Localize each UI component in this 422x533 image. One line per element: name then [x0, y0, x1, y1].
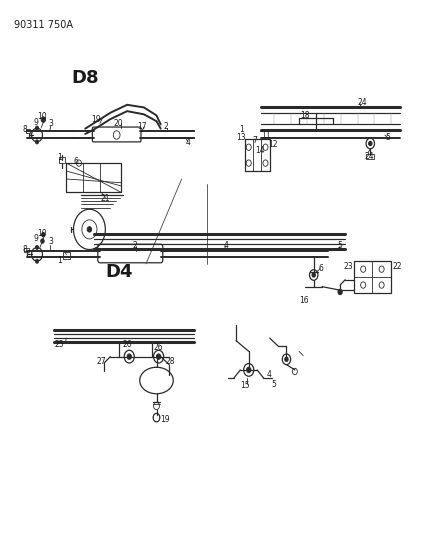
Text: 15: 15 — [240, 381, 249, 390]
Text: 11: 11 — [261, 131, 270, 140]
Text: 2: 2 — [164, 122, 168, 131]
Text: 1: 1 — [239, 125, 243, 134]
Circle shape — [312, 273, 315, 277]
Text: 5: 5 — [338, 241, 343, 250]
Circle shape — [35, 245, 39, 249]
Text: 20: 20 — [113, 119, 123, 128]
Text: 24: 24 — [365, 152, 374, 161]
Circle shape — [41, 239, 44, 243]
Text: 5: 5 — [385, 133, 390, 142]
Text: 10: 10 — [37, 112, 46, 122]
Text: 19: 19 — [91, 115, 100, 124]
Text: 9: 9 — [33, 235, 38, 244]
Bar — [354, 261, 391, 293]
Text: 16: 16 — [299, 296, 309, 305]
Text: 14: 14 — [256, 147, 265, 156]
Bar — [66, 163, 121, 192]
Text: 25: 25 — [54, 341, 64, 350]
Bar — [59, 157, 65, 163]
Text: 22: 22 — [393, 262, 402, 271]
Text: 4: 4 — [266, 370, 271, 379]
Circle shape — [127, 354, 131, 359]
Text: 5: 5 — [271, 379, 276, 389]
Text: 21: 21 — [100, 194, 110, 203]
Text: 6: 6 — [73, 157, 78, 166]
Circle shape — [285, 357, 288, 361]
Circle shape — [42, 232, 45, 237]
Text: 8: 8 — [22, 125, 27, 134]
Text: 26: 26 — [154, 343, 163, 352]
Bar — [26, 129, 30, 133]
Circle shape — [41, 117, 46, 122]
Text: D8: D8 — [71, 69, 99, 87]
Text: 8: 8 — [22, 245, 27, 254]
Circle shape — [246, 367, 251, 373]
Text: 2: 2 — [133, 241, 137, 250]
Text: 26: 26 — [122, 341, 132, 350]
Text: 7: 7 — [253, 136, 257, 145]
Circle shape — [369, 141, 372, 146]
Text: 23: 23 — [344, 262, 353, 271]
Text: 3: 3 — [49, 119, 53, 128]
Bar — [366, 154, 374, 159]
Text: 19: 19 — [160, 415, 170, 424]
Text: 28: 28 — [165, 358, 175, 367]
Circle shape — [87, 227, 92, 232]
Text: 4: 4 — [223, 241, 228, 250]
Text: 9: 9 — [33, 118, 38, 127]
Circle shape — [157, 354, 161, 359]
Circle shape — [35, 140, 39, 144]
Text: 13: 13 — [236, 133, 246, 142]
Circle shape — [35, 126, 39, 130]
Text: 10: 10 — [37, 229, 46, 238]
Text: 3: 3 — [49, 237, 53, 246]
Text: 27: 27 — [96, 358, 106, 367]
Circle shape — [338, 289, 342, 295]
Text: 24: 24 — [357, 98, 367, 107]
Bar — [63, 252, 70, 259]
Circle shape — [35, 259, 39, 263]
Bar — [24, 248, 29, 252]
Text: 17: 17 — [137, 122, 146, 131]
Text: D4: D4 — [105, 263, 133, 281]
Text: 90311 750A: 90311 750A — [14, 20, 73, 30]
Text: 4: 4 — [186, 138, 190, 147]
Text: 6: 6 — [318, 264, 323, 272]
Text: 1: 1 — [57, 256, 62, 265]
Text: 1: 1 — [57, 153, 62, 162]
Text: 18: 18 — [300, 111, 310, 120]
Text: 12: 12 — [268, 140, 278, 149]
